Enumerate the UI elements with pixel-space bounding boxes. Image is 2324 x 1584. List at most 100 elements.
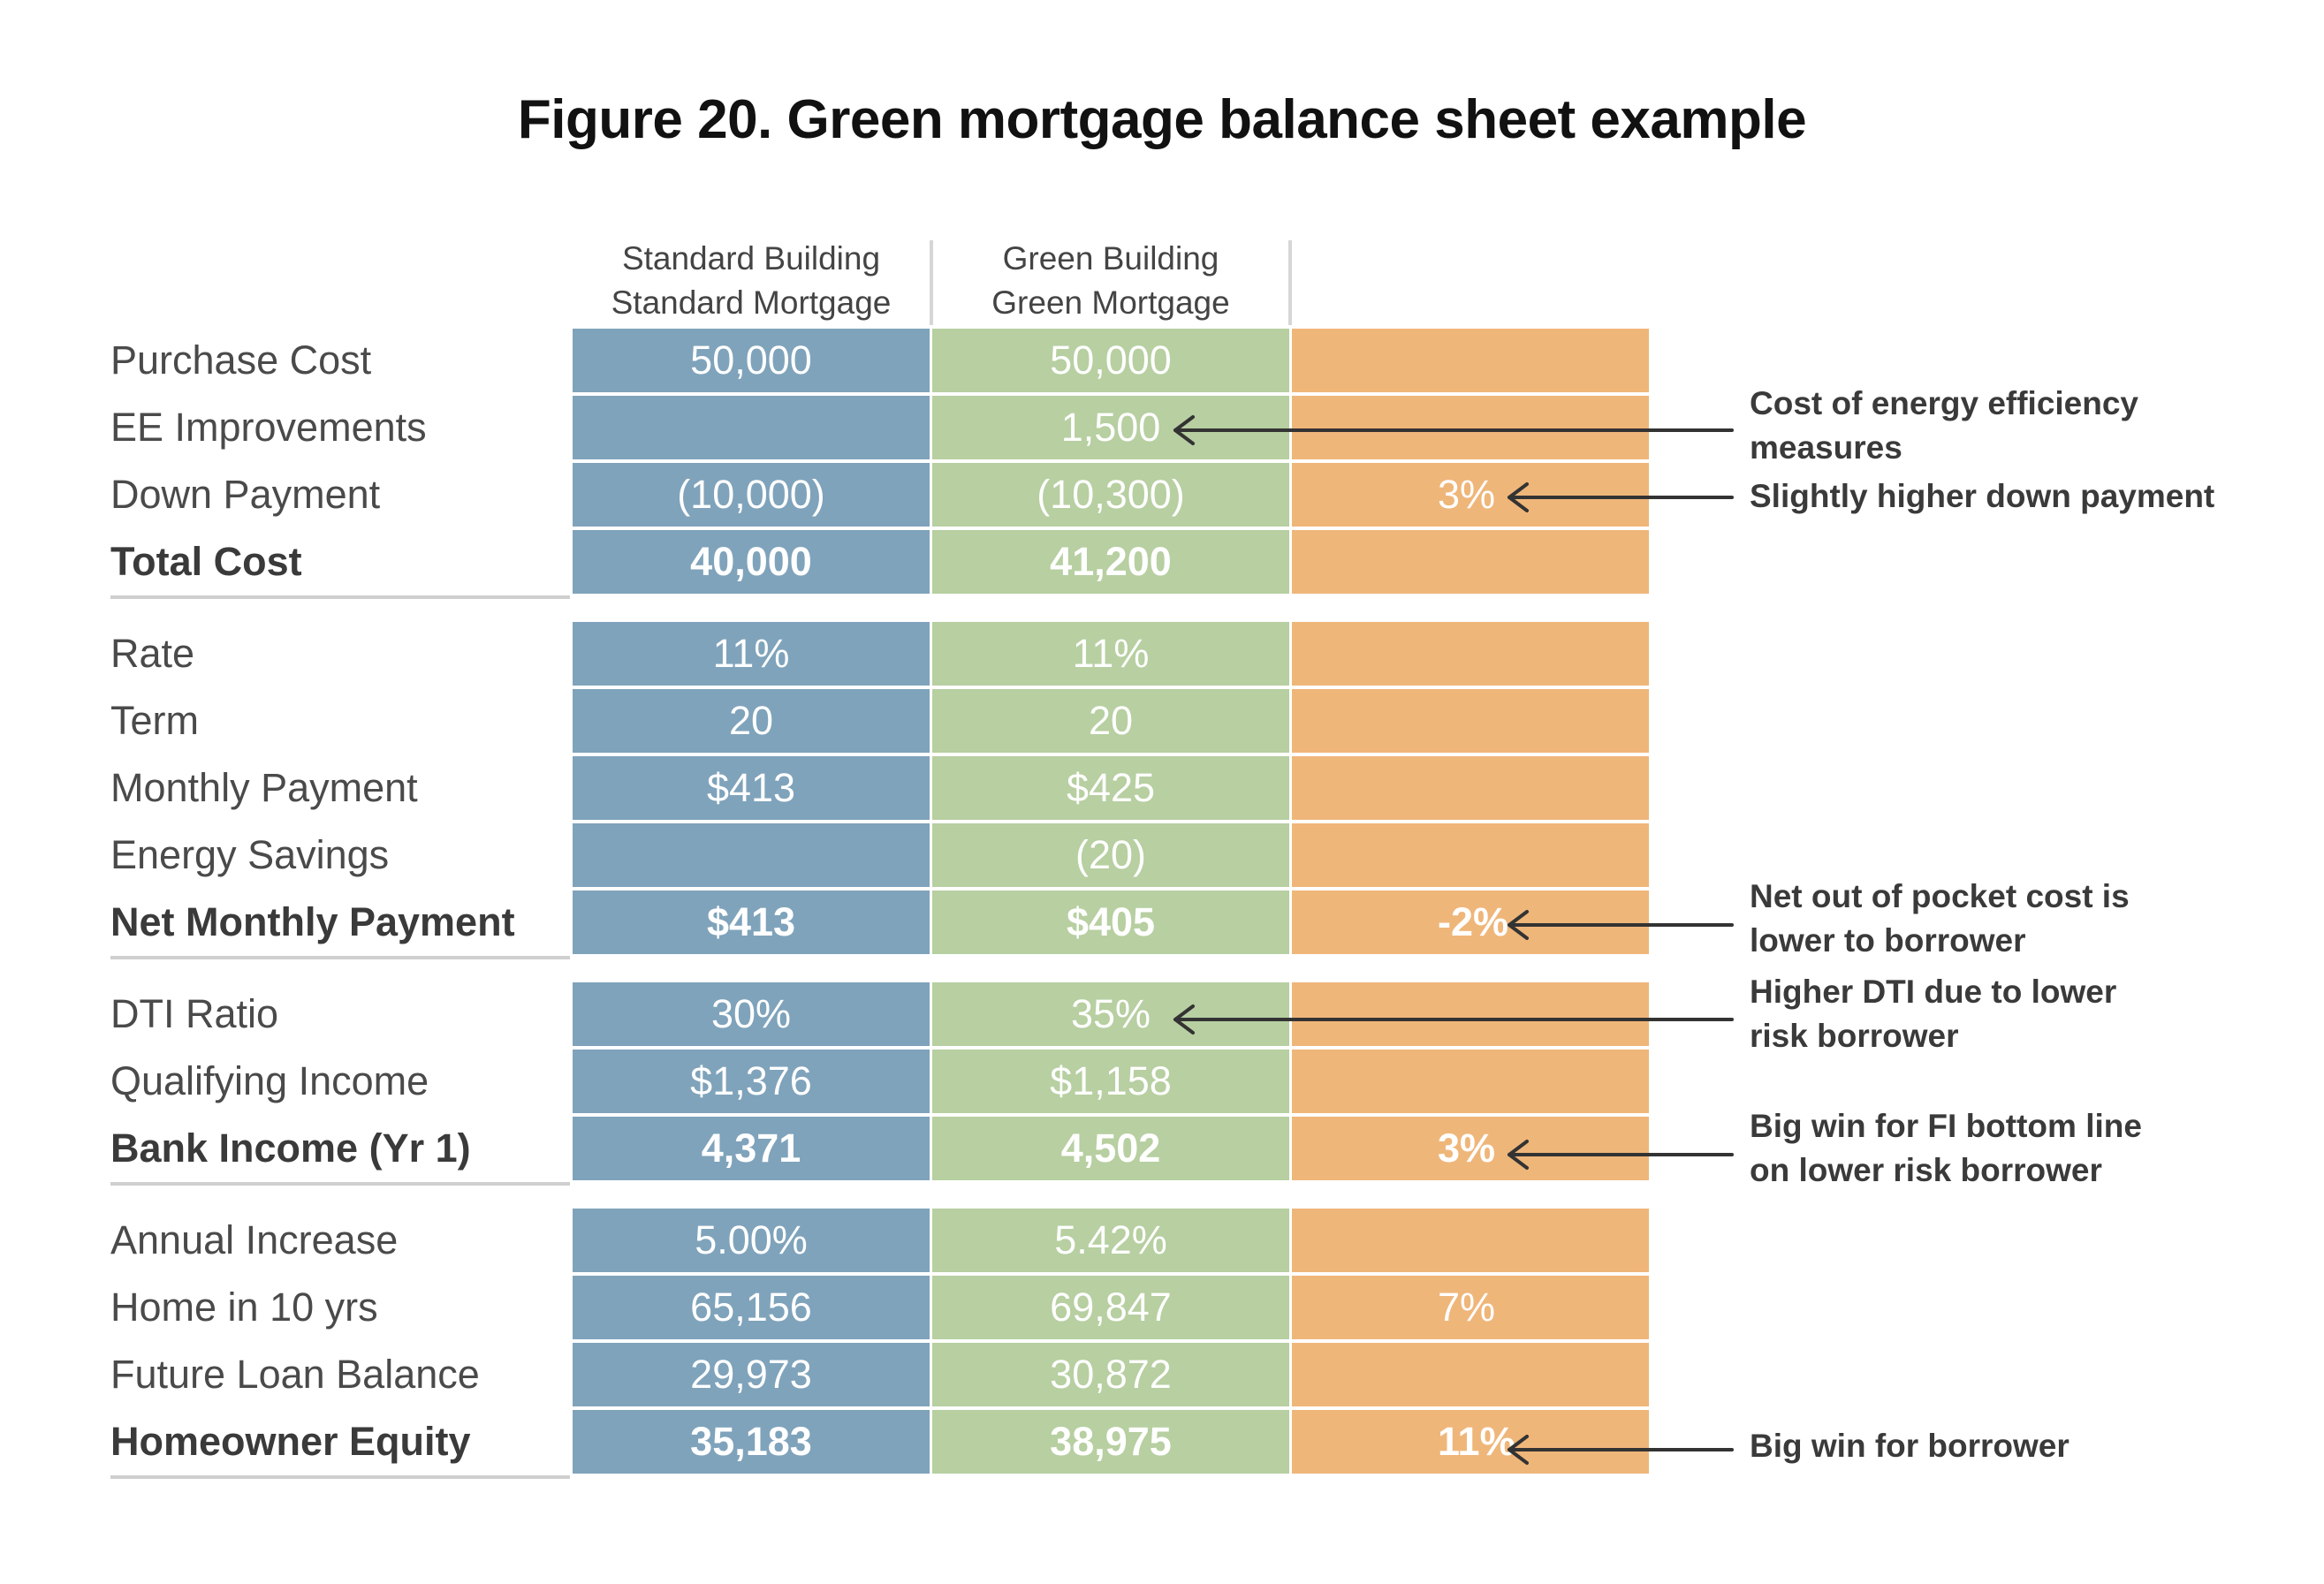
row-label: Term (110, 698, 199, 743)
cell-standard: $1,376 (573, 1050, 930, 1113)
annotation-line: risk borrower (1750, 1018, 1959, 1054)
cell-standard (573, 823, 930, 887)
cell-diff (1292, 530, 1649, 594)
cell-diff (1292, 396, 1649, 459)
cell-diff (1292, 1050, 1649, 1113)
cell-diff (1292, 329, 1649, 392)
row-label: Future Loan Balance (110, 1352, 480, 1397)
cell-green: 69,847 (932, 1276, 1289, 1339)
row-label: Home in 10 yrs (110, 1285, 378, 1330)
annotation-line: Net out of pocket cost is (1750, 878, 2130, 914)
row-label: DTI Ratio (110, 991, 279, 1036)
annotation-line: lower to borrower (1750, 922, 2026, 959)
row-label: Homeowner Equity (110, 1419, 471, 1464)
cell-green: $405 (932, 891, 1289, 954)
cell-green: 20 (932, 689, 1289, 753)
annotation-line: Big win for FI bottom line (1750, 1108, 2142, 1144)
cell-standard: 65,156 (573, 1276, 930, 1339)
row-label: Bank Income (Yr 1) (110, 1125, 471, 1171)
column-header-standard-line1: Standard Building (621, 240, 881, 277)
annotation-net-cost: Net out of pocket cost is lower to borro… (1750, 875, 2130, 963)
annotation-dti: Higher DTI due to lower risk borrower (1750, 970, 2116, 1058)
section-divider (110, 1182, 570, 1186)
cell-green: (20) (932, 823, 1289, 887)
cell-diff: 11% (1292, 1410, 1649, 1474)
column-header-standard-line2: Standard Mortgage (611, 284, 892, 321)
cell-diff (1292, 756, 1649, 820)
arrowhead-icon (1173, 415, 1195, 445)
cell-green: 1,500 (932, 396, 1289, 459)
section-divider (110, 595, 570, 599)
row-label: Monthly Payment (110, 765, 418, 810)
arrowhead-icon (1508, 910, 1529, 940)
cell-diff: 3% (1292, 463, 1649, 527)
arrowhead-icon (1508, 1435, 1529, 1465)
cell-green: 11% (932, 622, 1289, 686)
cell-green: 35% (932, 982, 1289, 1046)
cell-standard: (10,000) (573, 463, 930, 527)
cell-green: $1,158 (932, 1050, 1289, 1113)
annotation-ee-cost: Cost of energy efficiency measures (1750, 382, 2138, 470)
cell-standard: $413 (573, 891, 930, 954)
cell-green: 41,200 (932, 530, 1289, 594)
cell-green: 38,975 (932, 1410, 1289, 1474)
cell-diff (1292, 1209, 1649, 1272)
cell-standard: 4,371 (573, 1117, 930, 1180)
column-divider (1288, 240, 1292, 325)
row-label: Qualifying Income (110, 1058, 429, 1103)
annotation-line: Slightly higher down payment (1750, 478, 2215, 514)
cell-standard: 30% (573, 982, 930, 1046)
cell-standard: 50,000 (573, 329, 930, 392)
cell-standard: 40,000 (573, 530, 930, 594)
cell-diff (1292, 982, 1649, 1046)
arrowhead-icon (1508, 482, 1529, 512)
column-header-standard: Standard Building Standard Mortgage (573, 237, 930, 325)
cell-green: $425 (932, 756, 1289, 820)
annotation-line: on lower risk borrower (1750, 1152, 2102, 1188)
column-divider (930, 240, 933, 325)
cell-standard: $413 (573, 756, 930, 820)
row-label: Energy Savings (110, 832, 390, 877)
annotation-down-payment: Slightly higher down payment (1750, 474, 2214, 519)
cell-diff: 7% (1292, 1276, 1649, 1339)
cell-green: 4,502 (932, 1117, 1289, 1180)
cell-standard: 29,973 (573, 1343, 930, 1406)
figure-title: Figure 20. Green mortgage balance sheet … (517, 89, 1807, 150)
cell-standard: 11% (573, 622, 930, 686)
arrowhead-icon (1173, 1004, 1195, 1035)
arrowhead-icon (1508, 1140, 1529, 1170)
row-label: Rate (110, 631, 195, 676)
row-label: Total Cost (110, 539, 302, 584)
cell-green: (10,300) (932, 463, 1289, 527)
cell-green: 50,000 (932, 329, 1289, 392)
column-header-green: Green Building Green Mortgage (932, 237, 1289, 325)
annotation-line: measures (1750, 429, 1902, 466)
cell-standard: 5.00% (573, 1209, 930, 1272)
row-label: Net Monthly Payment (110, 899, 515, 944)
row-label: EE Improvements (110, 405, 427, 450)
cell-diff (1292, 689, 1649, 753)
cell-standard: 20 (573, 689, 930, 753)
column-header-green-line2: Green Mortgage (991, 284, 1230, 321)
row-label: Purchase Cost (110, 337, 372, 383)
annotation-line: Big win for borrower (1750, 1428, 2070, 1464)
cell-standard: 35,183 (573, 1410, 930, 1474)
cell-green: 5.42% (932, 1209, 1289, 1272)
cell-standard (573, 396, 930, 459)
cell-diff (1292, 1343, 1649, 1406)
annotation-line: Higher DTI due to lower (1750, 974, 2117, 1010)
cell-diff: 3% (1292, 1117, 1649, 1180)
annotation-line: Cost of energy efficiency (1750, 385, 2139, 421)
annotation-bank-income: Big win for FI bottom line on lower risk… (1750, 1104, 2142, 1193)
cell-diff (1292, 823, 1649, 887)
cell-diff: -2% (1292, 891, 1649, 954)
column-header-green-line1: Green Building (1002, 240, 1219, 277)
cell-diff (1292, 622, 1649, 686)
section-divider (110, 1475, 570, 1479)
annotation-equity: Big win for borrower (1750, 1424, 2070, 1468)
cell-green: 30,872 (932, 1343, 1289, 1406)
row-label: Down Payment (110, 472, 381, 517)
section-divider (110, 956, 570, 959)
row-label: Annual Increase (110, 1217, 399, 1262)
